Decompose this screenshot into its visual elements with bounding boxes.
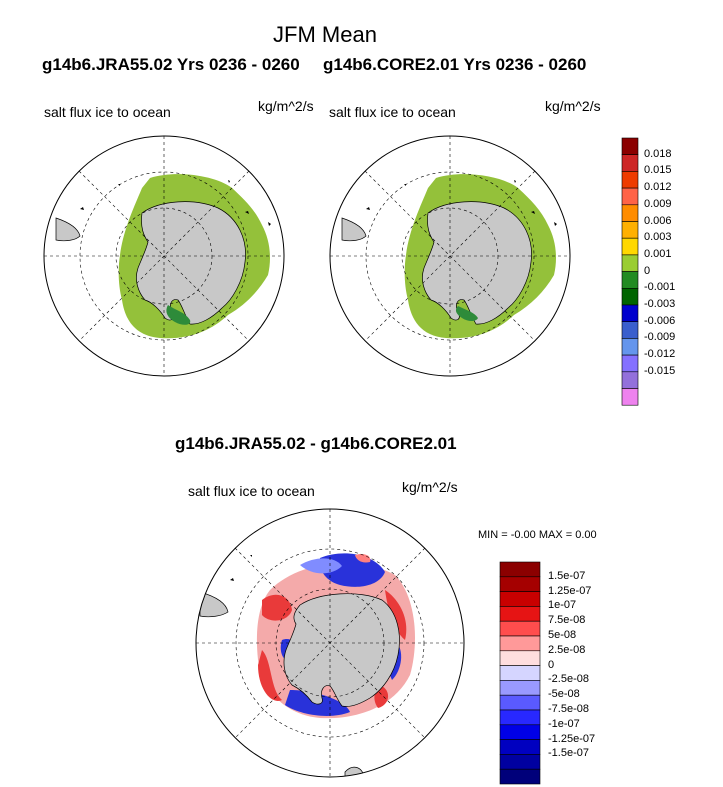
- colorbar-tick-label: 1.25e-07: [548, 584, 592, 597]
- colorbar-tick-label: 0.001: [644, 247, 672, 260]
- left-panel-units: kg/m^2/s: [258, 98, 314, 114]
- colorbar-swatch: [499, 768, 541, 785]
- diff-minmax-readout: MIN = -0.00 MAX = 0.00: [478, 529, 597, 541]
- colorbar-swatch: [499, 709, 541, 726]
- difference-polar-map: [195, 508, 465, 778]
- colorbar-swatch: [621, 137, 639, 156]
- colorbar-swatch: [621, 338, 639, 356]
- south-america-land: [341, 217, 367, 242]
- antarctica-land: [136, 201, 246, 325]
- colorbar-tick-label: 5e-08: [548, 629, 577, 641]
- colorbar-tick-label: -7.5e-08: [548, 703, 589, 715]
- colorbar-tick-label: -0.003: [644, 298, 676, 310]
- colorbar-swatch: [499, 754, 541, 770]
- colorbar-tick-label: 0: [548, 658, 555, 671]
- colorbar-tick-label: 7.5e-08: [548, 614, 586, 627]
- right-panel-units: kg/m^2/s: [545, 98, 601, 114]
- colorbar-swatch: [621, 354, 639, 373]
- colorbar-swatch: [621, 304, 639, 323]
- colorbar-swatch: [621, 254, 639, 272]
- colorbar-tick-label: 0.006: [644, 214, 672, 227]
- colorbar-tick-label: 0.003: [644, 231, 672, 244]
- colorbar-swatch: [499, 680, 541, 696]
- colorbar-tick-label: 0.012: [644, 181, 672, 194]
- colorbar-swatch: [621, 187, 639, 206]
- colorbar-swatch: [621, 371, 639, 389]
- colorbar-swatch: [499, 635, 541, 652]
- colorbar-swatch: [499, 739, 541, 755]
- colorbar-swatch: [499, 606, 541, 622]
- colorbar-swatch: [499, 724, 541, 740]
- colorbar-swatch: [499, 650, 541, 666]
- colorbar-tick-label: -5e-08: [548, 688, 580, 701]
- figure-title: JFM Mean: [273, 22, 377, 47]
- colorbar-tick-label: 1.5e-07: [548, 569, 586, 582]
- south-america-land: [55, 217, 81, 242]
- colorbar-tick-label: -0.012: [644, 348, 676, 361]
- south-america-land: [199, 591, 229, 618]
- colorbar-tick-label: -0.009: [644, 331, 676, 344]
- right-panel-title: g14b6.CORE2.01 Yrs 0236 - 0260: [323, 55, 587, 74]
- colorbar-swatch: [621, 204, 639, 222]
- colorbar-tick-label: -0.006: [644, 314, 676, 327]
- colorbar-swatch: [499, 561, 541, 578]
- right-panel-variable: salt flux ice to ocean: [329, 104, 456, 120]
- colorbar-swatch: [499, 576, 541, 592]
- negative-flux-region: [166, 305, 191, 325]
- colorbar-swatch: [621, 388, 639, 406]
- africa-tip-land: [204, 366, 225, 376]
- left-polar-map: [43, 135, 285, 377]
- colorbar-swatch: [499, 591, 541, 607]
- right-polar-map: [329, 135, 571, 377]
- antarctica-land: [422, 201, 532, 325]
- colorbar-swatch: [499, 665, 541, 681]
- colorbar-swatch: [621, 221, 639, 239]
- colorbar-tick-label: -1.25e-07: [548, 732, 596, 745]
- left-panel-title: g14b6.JRA55.02 Yrs 0236 - 0260: [42, 55, 300, 74]
- colorbar-swatch: [499, 694, 541, 711]
- left-panel-variable: salt flux ice to ocean: [44, 104, 171, 120]
- colorbar-swatch: [621, 237, 639, 256]
- negative-flux-region: [455, 306, 478, 321]
- colorbar-tick-label: 0.009: [644, 197, 672, 210]
- colorbar-tick-label: 0.015: [644, 164, 672, 177]
- colorbar-swatch: [621, 287, 639, 306]
- colorbar-top: [621, 137, 639, 406]
- colorbar-tick-label: 1e-07: [548, 599, 577, 612]
- colorbar-tick-label: -1.5e-07: [548, 747, 589, 760]
- colorbar-swatch: [621, 154, 639, 172]
- africa-tip-land: [490, 366, 511, 376]
- colorbar-tick-label: 0.018: [644, 147, 672, 160]
- colorbar-tick-label: -1e-07: [548, 717, 580, 730]
- colorbar-tick-label: -0.001: [644, 281, 676, 294]
- colorbar-tick-label: -0.015: [644, 364, 676, 377]
- diff-panel-variable: salt flux ice to ocean: [188, 483, 315, 499]
- colorbar-tick-label: 0: [644, 264, 651, 277]
- colorbar-tick-label: 2.5e-08: [548, 643, 586, 656]
- colorbar-bottom: [499, 561, 541, 785]
- colorbar-swatch: [499, 620, 541, 637]
- colorbar-swatch: [621, 271, 639, 289]
- diff-panel-units: kg/m^2/s: [402, 479, 458, 495]
- colorbar-swatch: [621, 171, 639, 189]
- diff-panel-title: g14b6.JRA55.02 - g14b6.CORE2.01: [175, 434, 457, 453]
- colorbar-tick-label: -2.5e-08: [548, 673, 589, 686]
- colorbar-swatch: [621, 321, 639, 339]
